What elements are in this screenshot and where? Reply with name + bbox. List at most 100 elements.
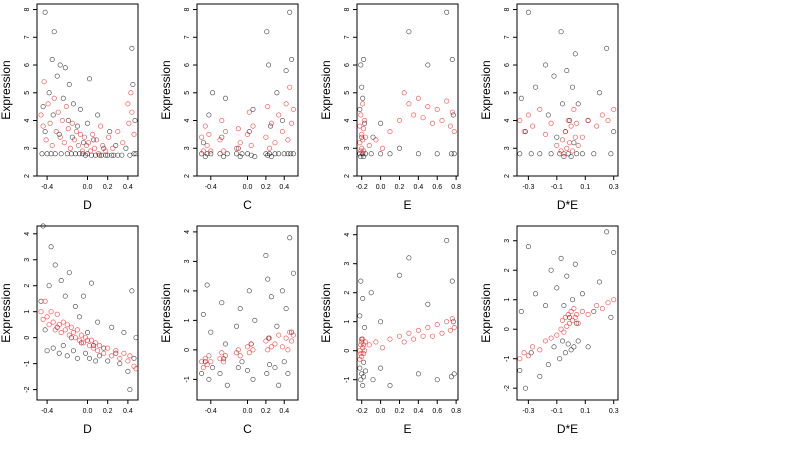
plot-frame <box>516 225 619 401</box>
data-point <box>362 348 368 354</box>
data-point <box>105 152 111 158</box>
data-point <box>361 56 367 62</box>
x-tick-label: 0.3 <box>609 408 619 415</box>
data-point <box>434 151 440 157</box>
y-tick-label: 8 <box>504 8 511 12</box>
data-point <box>565 151 571 157</box>
y-tick-label: 2 <box>24 174 31 178</box>
data-point <box>210 90 216 96</box>
y-tick-label: 7 <box>24 35 31 39</box>
data-point <box>95 319 101 325</box>
data-point <box>265 276 271 282</box>
data-point <box>558 326 564 332</box>
data-point <box>415 371 421 377</box>
data-point <box>81 340 87 346</box>
series-black <box>38 223 139 393</box>
data-point <box>250 123 256 129</box>
data-point <box>47 120 53 126</box>
data-point <box>219 350 225 356</box>
data-point <box>217 370 223 376</box>
x-tick-label: -0.4 <box>41 408 53 415</box>
data-point <box>208 148 214 154</box>
data-point <box>525 112 531 118</box>
data-point <box>571 344 577 350</box>
data-point <box>263 338 269 344</box>
x-tick-label: 0.2 <box>103 184 113 191</box>
data-point <box>121 329 127 335</box>
data-point <box>429 120 435 126</box>
data-point <box>202 356 208 362</box>
data-point <box>129 288 135 294</box>
data-point <box>38 298 44 304</box>
x-axis-label: C <box>243 422 252 436</box>
data-point <box>265 104 271 110</box>
data-point <box>128 90 134 96</box>
data-point <box>56 131 62 137</box>
data-point <box>366 143 372 149</box>
data-point <box>74 327 80 333</box>
data-point <box>572 314 578 320</box>
data-point <box>49 56 55 62</box>
x-tick-label: 0.0 <box>376 184 386 191</box>
data-point <box>85 337 91 343</box>
data-point <box>58 151 64 157</box>
data-point <box>411 336 417 342</box>
data-point <box>396 145 402 151</box>
data-point <box>559 317 565 323</box>
data-point <box>568 308 574 314</box>
x-tick-label: -0.2 <box>356 184 368 191</box>
data-point <box>234 323 240 329</box>
data-point <box>447 123 453 129</box>
x-axis-label: D <box>83 422 92 436</box>
data-point <box>517 118 523 124</box>
data-point <box>401 339 407 345</box>
data-point <box>564 68 570 74</box>
data-point <box>221 148 227 154</box>
y-axis-label: Expression <box>0 60 13 119</box>
data-point <box>42 298 48 304</box>
data-point <box>57 62 63 68</box>
data-point <box>561 154 567 160</box>
data-point <box>40 223 46 229</box>
data-point <box>199 370 205 376</box>
y-tick-label: 2 <box>344 291 351 295</box>
data-point <box>223 95 229 101</box>
data-point <box>55 109 61 115</box>
data-point <box>444 238 450 244</box>
data-point <box>54 311 60 317</box>
data-point <box>611 129 617 135</box>
x-axis-label: D <box>83 198 92 212</box>
data-point <box>562 129 568 135</box>
data-point <box>202 359 208 365</box>
data-point <box>264 29 270 35</box>
data-point <box>594 303 600 309</box>
data-point <box>41 79 47 85</box>
data-point <box>117 355 123 361</box>
data-point <box>368 290 374 296</box>
data-point <box>554 285 560 291</box>
data-point <box>579 308 585 314</box>
data-point <box>72 335 78 341</box>
data-point <box>532 291 538 297</box>
data-point <box>360 336 366 342</box>
data-point <box>574 120 580 126</box>
data-point <box>221 154 227 160</box>
data-point <box>591 308 597 314</box>
data-point <box>358 278 364 284</box>
data-point <box>279 344 285 350</box>
data-point <box>406 255 412 261</box>
y-tick-label: 3 <box>504 146 511 150</box>
data-point <box>61 140 67 146</box>
data-point <box>605 118 611 124</box>
data-point <box>551 344 557 350</box>
panel-3: -0.2 0.0 0.2 0.4 0.6 0.8 2 3 4 5 6 7 8 E Expression <box>319 3 461 212</box>
x-axis-label: D*E <box>557 198 578 212</box>
data-point <box>415 327 421 333</box>
data-point <box>569 148 575 154</box>
y-tick-label: 3 <box>184 146 191 150</box>
data-point <box>63 104 69 110</box>
data-point <box>528 151 534 157</box>
data-point <box>276 382 282 388</box>
data-point <box>401 90 407 96</box>
